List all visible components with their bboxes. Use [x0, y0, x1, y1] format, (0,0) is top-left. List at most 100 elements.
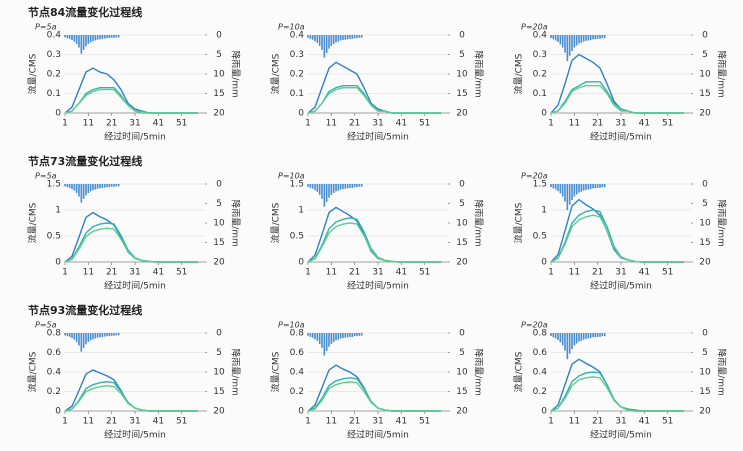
rain-bar [596, 333, 599, 337]
x-tick-label: 41 [153, 268, 164, 278]
y-tick-label: 0.8 [290, 329, 305, 339]
y2-tick-label: 5 [459, 50, 465, 60]
rain-bar [349, 184, 351, 188]
chart-subtitle: P=10a [278, 321, 305, 330]
rain-bar [321, 184, 323, 199]
rain-bar [332, 35, 335, 44]
rain-bar [335, 35, 337, 43]
rain-bar [92, 184, 94, 191]
y-tick-label: 0 [541, 258, 547, 268]
rain-bar [106, 35, 108, 39]
rain-bar [550, 184, 552, 188]
rain-bar [566, 333, 569, 360]
rain-bar [587, 184, 590, 190]
rain-bar [351, 35, 354, 39]
rain-bar [587, 333, 590, 339]
rain-bar [103, 35, 106, 39]
x-tick-label: 11 [326, 417, 337, 427]
x-tick-label: 1 [548, 268, 554, 278]
flow-line [307, 381, 441, 412]
rain-bar [360, 333, 363, 336]
y2-tick-label: 15 [456, 238, 467, 248]
flow-line [550, 84, 684, 114]
rain-bar [316, 184, 319, 192]
rain-bar [316, 333, 319, 341]
chart-title: 节点84流量变化过程线 [28, 5, 142, 19]
y-axis-label: 流量/CMS [270, 202, 282, 243]
rain-bar [85, 184, 87, 196]
rain-bar [342, 333, 344, 339]
rain-bar [573, 333, 576, 346]
rain-bar [99, 184, 101, 189]
x-tick-label: 11 [326, 268, 337, 278]
y-tick-label: 0.3 [533, 50, 547, 60]
rain-bar [108, 35, 111, 39]
rain-bar [78, 35, 80, 48]
y2-tick-label: 0 [459, 180, 465, 190]
rain-bar [311, 184, 314, 189]
rain-bar [89, 184, 92, 192]
rain-bar [330, 333, 333, 344]
rain-bar [66, 35, 69, 39]
rain-bar [92, 35, 94, 42]
x-tick-label: 41 [396, 268, 407, 278]
rain-bar [71, 35, 73, 41]
rain-bar [103, 184, 106, 188]
rain-bar [323, 35, 326, 58]
rain-bar [349, 333, 351, 337]
y-tick-label: 1 [298, 206, 304, 216]
y2-tick-label: 5 [216, 50, 222, 60]
rain-bar [571, 333, 573, 349]
y2-tick-label: 10 [699, 368, 711, 378]
y-tick-label: 0.2 [290, 70, 304, 80]
x-tick-label: 31 [372, 119, 383, 129]
rain-bar [68, 35, 71, 39]
x-tick-label: 21 [592, 417, 603, 427]
x-tick-label: 21 [592, 268, 603, 278]
chart-subtitle: P=5a [35, 23, 57, 32]
rain-bar [332, 333, 335, 342]
y2-tick-label: 20 [699, 407, 711, 417]
rain-bar [323, 184, 326, 207]
rain-bar [113, 35, 115, 38]
rain-bar [575, 35, 578, 46]
rain-bar [87, 184, 90, 193]
rain-bar [337, 184, 340, 191]
rain-bar [573, 184, 576, 197]
rain-bar [89, 35, 92, 43]
rain-bar [356, 35, 358, 39]
x-tick-label: 41 [153, 119, 164, 129]
rain-bar [568, 35, 571, 56]
y2-axis-label: 降雨量/mm [473, 50, 485, 98]
x-tick-label: 1 [62, 417, 68, 427]
y2-tick-label: 20 [456, 258, 468, 268]
flow-line [307, 222, 441, 263]
rain-bar [360, 35, 363, 38]
rain-bar [325, 184, 328, 202]
y2-tick-label: 15 [699, 238, 710, 248]
y-tick-label: 0.2 [47, 70, 61, 80]
rain-bar [309, 35, 312, 39]
rain-bar [64, 35, 66, 38]
rain-bar [307, 184, 309, 187]
rain-bar [603, 35, 606, 39]
x-axis-label: 经过时间/5min [104, 429, 166, 441]
rain-bar [117, 35, 120, 38]
rain-bar [332, 184, 335, 193]
flow-line [550, 214, 684, 263]
y-tick-label: 0 [298, 407, 304, 417]
rain-bar [330, 35, 333, 46]
y-tick-label: 0 [298, 258, 304, 268]
rain-bar [80, 333, 83, 352]
y2-tick-label: 0 [702, 180, 708, 190]
y-tick-label: 0.2 [290, 387, 304, 397]
y-tick-label: 0.3 [47, 50, 61, 60]
rain-bar [351, 184, 354, 188]
x-tick-label: 11 [569, 119, 580, 129]
x-tick-label: 51 [419, 119, 430, 129]
rain-bar [307, 35, 309, 38]
y-tick-label: 0 [298, 109, 304, 119]
rain-bar [344, 184, 347, 189]
x-tick-label: 11 [83, 119, 94, 129]
y2-axis-label: 降雨量/mm [230, 50, 242, 98]
